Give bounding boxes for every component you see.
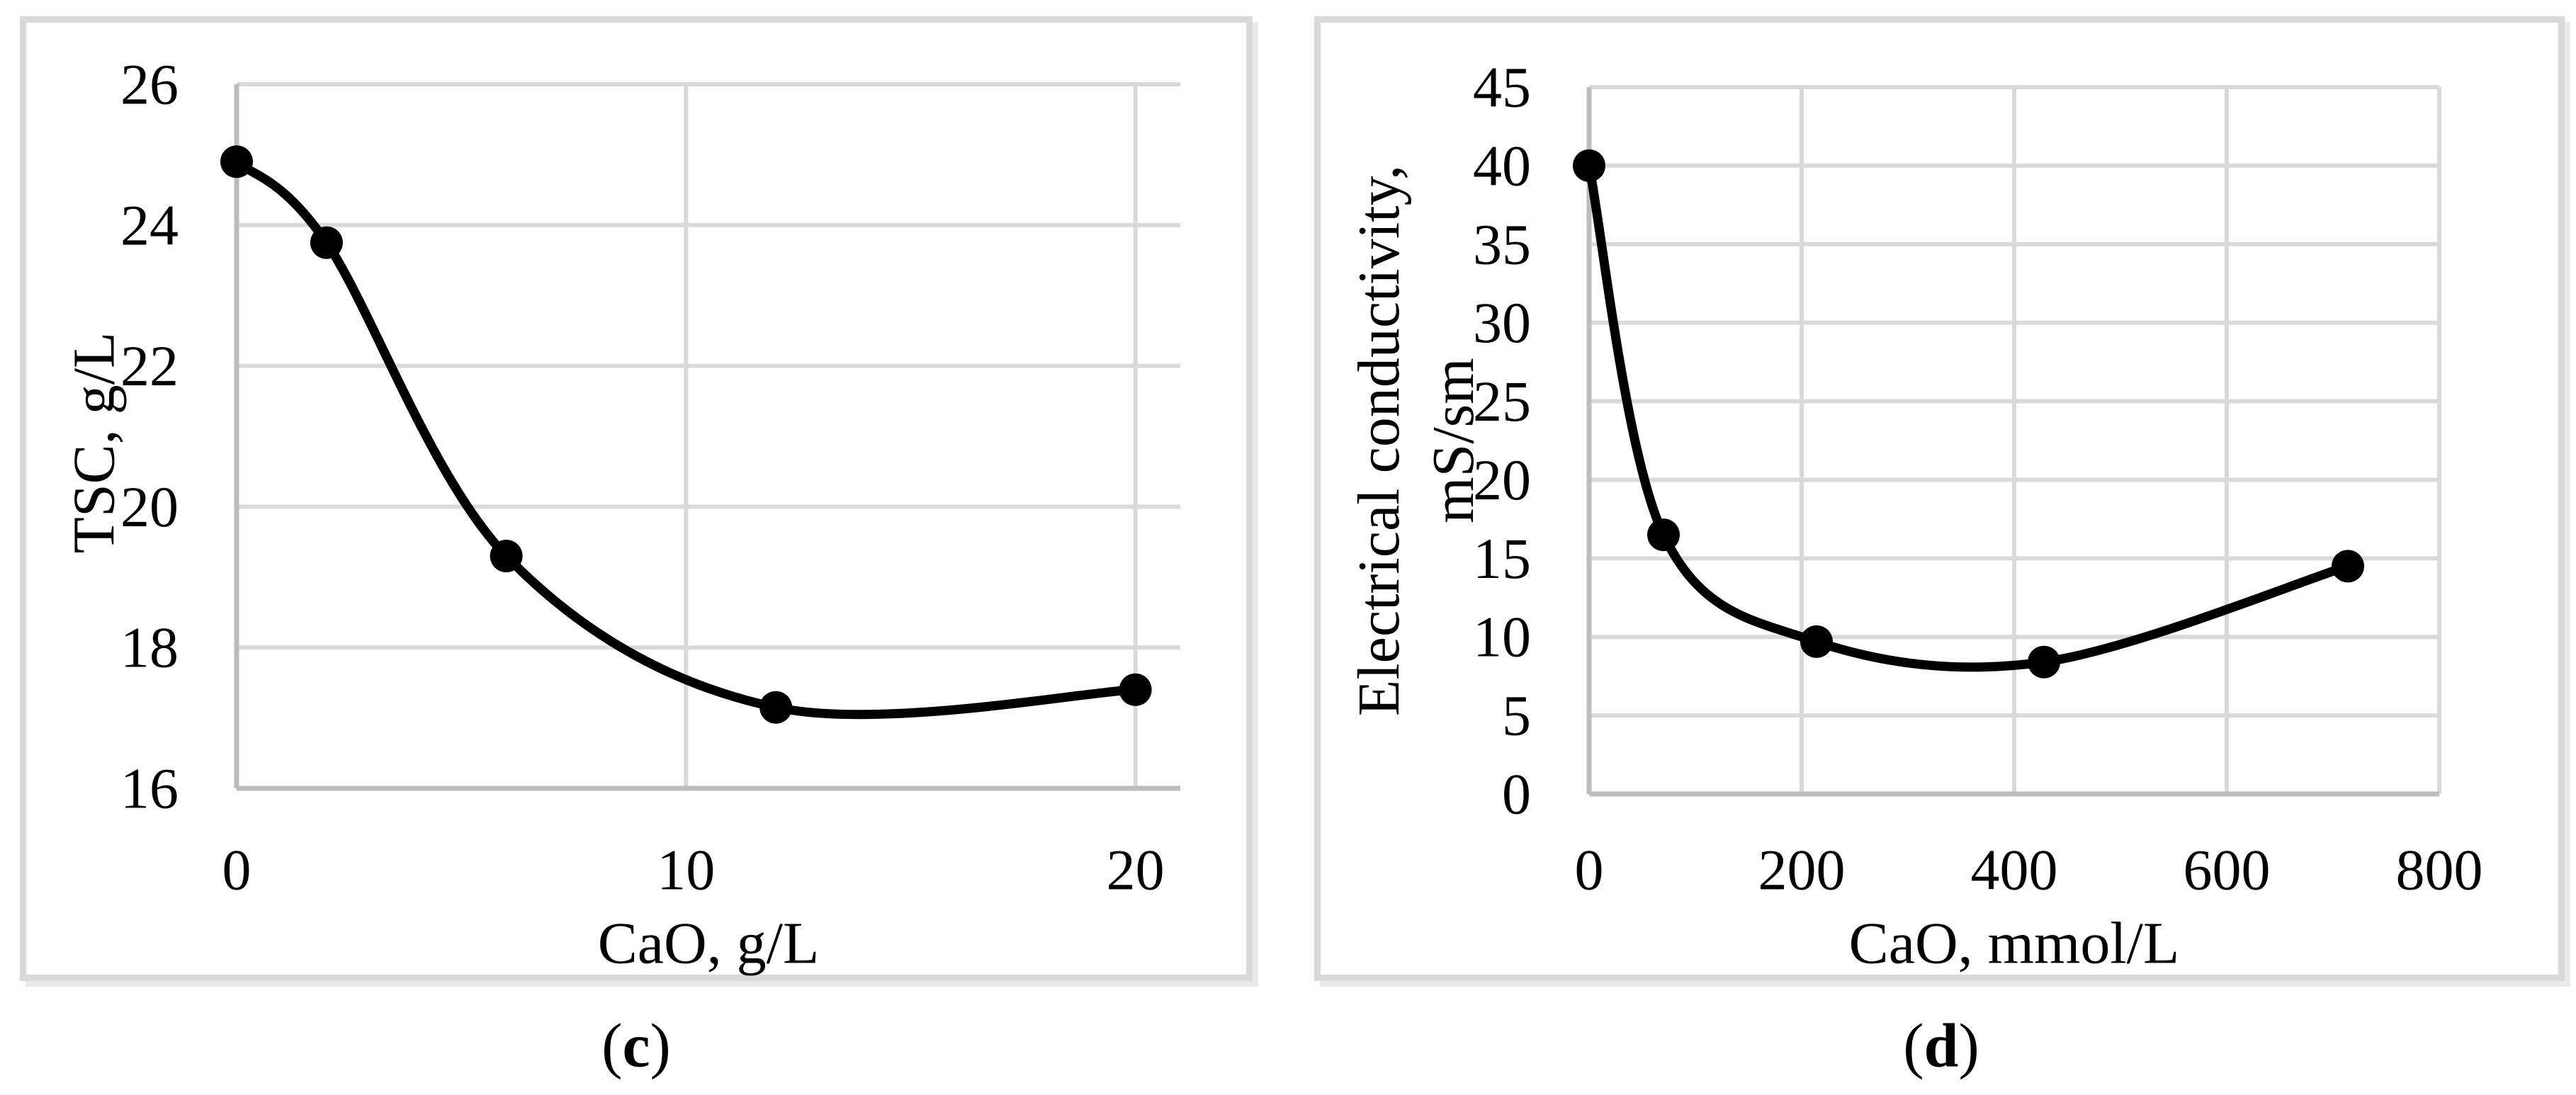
y-axis-title-d-line2: mS/sm: [1420, 358, 1486, 523]
x-tick-label: 0: [1575, 838, 1604, 902]
y-tick-label: 18: [120, 615, 179, 680]
data-point-marker: [220, 145, 253, 178]
data-point-marker: [2028, 645, 2060, 679]
data-point-marker: [310, 226, 343, 259]
data-point-marker: [759, 691, 793, 724]
x-axis-title-c: CaO, g/L: [597, 910, 820, 977]
y-axis-title-d: Electrical conductivity, mS/sm: [1342, 165, 1491, 716]
data-point-marker: [1647, 518, 1680, 552]
chart-panel-d: [1314, 16, 2565, 981]
y-axis-title-c: TSC, g/L: [61, 331, 128, 554]
y-tick-label: 30: [1473, 290, 1531, 355]
x-tick-label: 20: [1107, 838, 1165, 902]
y-tick-label: 45: [1473, 55, 1531, 120]
y-tick-label: 20: [1473, 448, 1531, 512]
y-tick-label: 5: [1502, 683, 1531, 748]
data-series-curve: [1584, 161, 2353, 672]
x-tick-label: 200: [1758, 838, 1846, 902]
y-tick-label: 35: [1473, 212, 1531, 276]
y-tick-label: 0: [1502, 762, 1531, 827]
x-tick-label: 10: [657, 838, 715, 902]
y-tick-label: 15: [1473, 526, 1531, 591]
panel-label-c-letter: c: [622, 1011, 650, 1081]
panel-label-c-close: ): [650, 1011, 671, 1081]
y-tick-label: 40: [1473, 133, 1531, 198]
x-axis-title-d: CaO, mmol/L: [1848, 910, 2180, 977]
y-tick-label: 16: [120, 756, 179, 821]
panel-label-c-open: (: [601, 1011, 623, 1081]
panel-label-d-close: ): [1958, 1011, 1979, 1081]
x-tick-label: 600: [2184, 838, 2271, 902]
data-point-marker: [490, 540, 523, 572]
y-tick-label: 25: [1473, 369, 1531, 433]
x-tick-label: 400: [1971, 838, 2058, 902]
data-point-marker: [1119, 673, 1152, 706]
data-point-marker: [1800, 625, 1833, 658]
panel-label-d-letter: d: [1923, 1011, 1959, 1081]
data-point-marker: [2332, 550, 2364, 583]
y-tick-label: 10: [1473, 605, 1531, 669]
y-tick-label: 20: [120, 475, 179, 539]
panel-label-c: (c): [601, 1011, 671, 1082]
y-tick-label: 24: [120, 193, 179, 257]
y-tick-label: 26: [120, 52, 179, 117]
x-tick-label: 0: [222, 838, 252, 902]
y-axis-title-d-line1: Electrical conductivity,: [1346, 164, 1412, 717]
panel-label-d: (d): [1903, 1011, 1979, 1082]
panel-label-d-open: (: [1903, 1011, 1924, 1081]
y-tick-label: 22: [120, 334, 179, 398]
x-tick-label: 800: [2396, 838, 2483, 902]
data-point-marker: [1573, 149, 1605, 182]
chart-panel-c: [20, 16, 1253, 981]
